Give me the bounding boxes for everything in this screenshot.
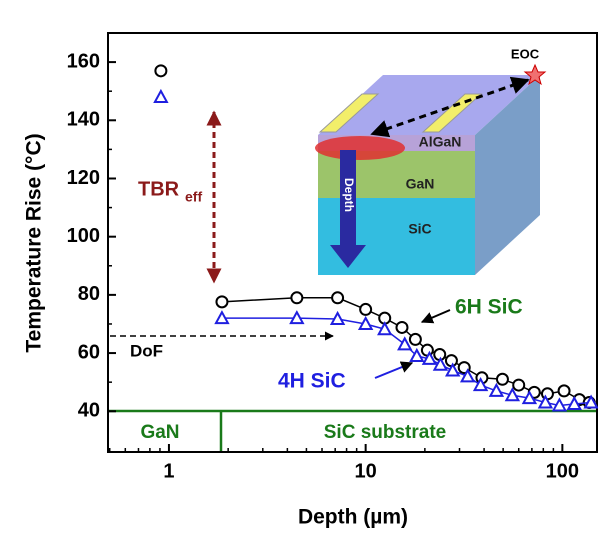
circle-point — [216, 296, 227, 307]
region-gan: GaN — [140, 422, 179, 443]
circle-point — [332, 292, 343, 303]
x-tick-label: 100 — [546, 460, 579, 482]
circle-point — [396, 322, 407, 333]
y-axis-title: Temperature Rise (°C) — [23, 133, 46, 352]
inset-sic-label: SiC — [408, 221, 431, 237]
tbr-label: TBR — [138, 178, 180, 200]
x-tick-label: 10 — [355, 460, 377, 482]
y-tick-label: 140 — [67, 109, 100, 131]
tbr-sub: eff — [185, 189, 202, 205]
y-tick-label: 160 — [67, 50, 100, 72]
y-tick-label: 60 — [78, 341, 100, 363]
inset-algan-label: AlGaN — [419, 134, 462, 150]
y-tick-label: 120 — [67, 167, 100, 189]
label-4h: 4H SiC — [278, 370, 346, 393]
inset-depth: Depth — [342, 178, 356, 212]
inset-diagram: Depth AlGaN GaN SiC EOC — [315, 46, 545, 275]
circle-point — [513, 380, 524, 391]
inset-eoc: EOC — [511, 46, 540, 61]
circle-point — [446, 355, 457, 366]
y-tick-label: 100 — [67, 225, 100, 247]
circle-point — [559, 385, 570, 396]
dof-label: DoF — [130, 341, 163, 360]
inset-gan-label: GaN — [406, 176, 435, 192]
x-tick-label: 1 — [163, 460, 174, 482]
label-6h: 6H SiC — [455, 296, 523, 319]
circle-point — [360, 304, 371, 315]
circle-point — [542, 388, 553, 399]
triangle-point — [490, 385, 502, 396]
circle-point — [497, 374, 508, 385]
circle-point — [410, 334, 421, 345]
y-tick-label: 80 — [78, 283, 100, 305]
circle-point — [422, 345, 433, 356]
circle-point — [291, 292, 302, 303]
hotspot — [315, 136, 405, 160]
chart: Depth AlGaN GaN SiC EOC TBR eff DoF GaN … — [0, 0, 598, 536]
circle-point — [155, 65, 166, 76]
page: {"chart_data": {"type": "scatter", "x_la… — [0, 0, 598, 536]
region-sic: SiC substrate — [324, 422, 446, 443]
label-6h-arrow — [422, 310, 450, 322]
y-tick-label: 40 — [78, 400, 100, 422]
x-axis-title: Depth (µm) — [298, 506, 408, 529]
label-4h-arrow — [375, 363, 412, 378]
triangle-point — [155, 91, 167, 102]
